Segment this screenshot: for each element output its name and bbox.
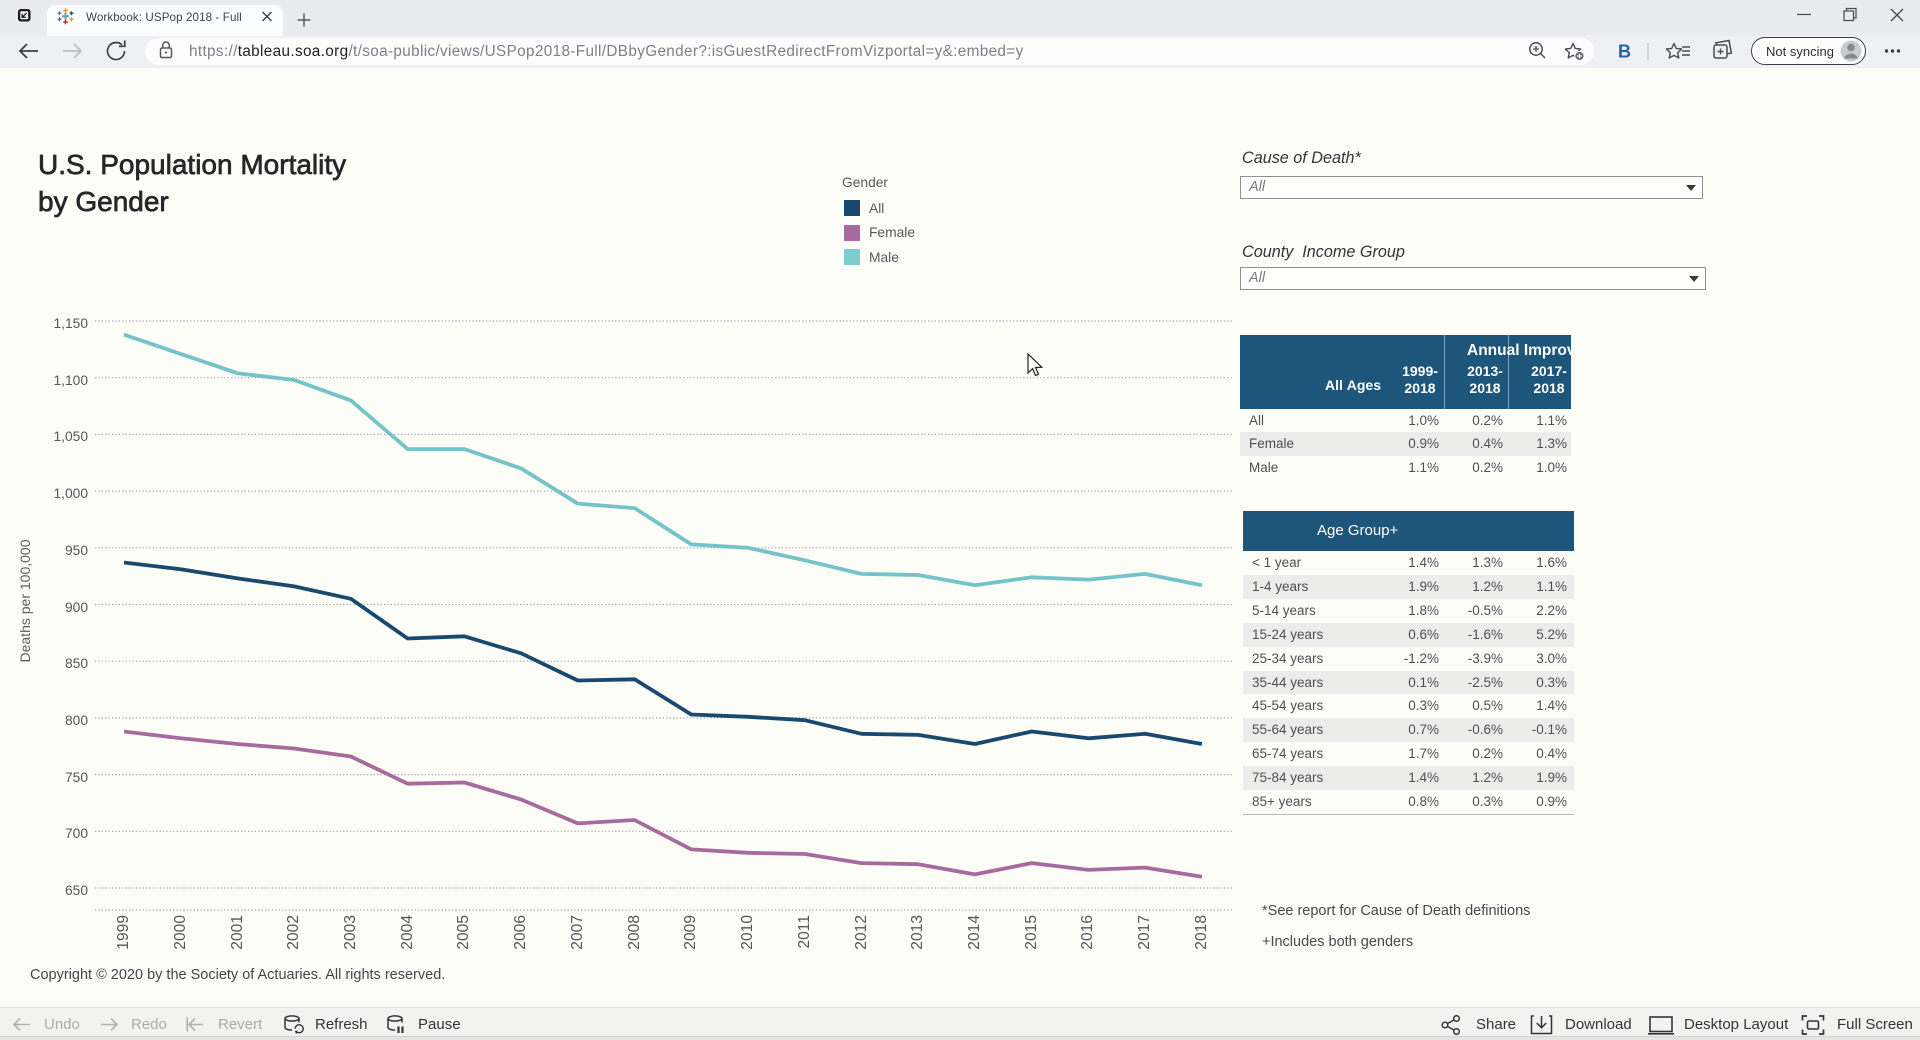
svg-text:B: B (1618, 42, 1631, 62)
